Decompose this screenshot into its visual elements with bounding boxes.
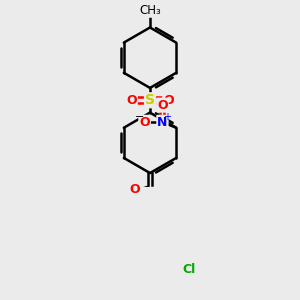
Text: −: − [134,112,144,122]
Text: CH₃: CH₃ [139,4,161,17]
Text: O: O [139,116,150,129]
Text: O: O [157,99,168,112]
Text: S: S [145,93,155,107]
Text: O: O [126,94,137,107]
Text: N: N [157,116,168,129]
Text: O: O [163,94,174,107]
Text: Cl: Cl [182,263,195,276]
Text: +: + [163,112,171,122]
Text: O: O [129,183,140,196]
